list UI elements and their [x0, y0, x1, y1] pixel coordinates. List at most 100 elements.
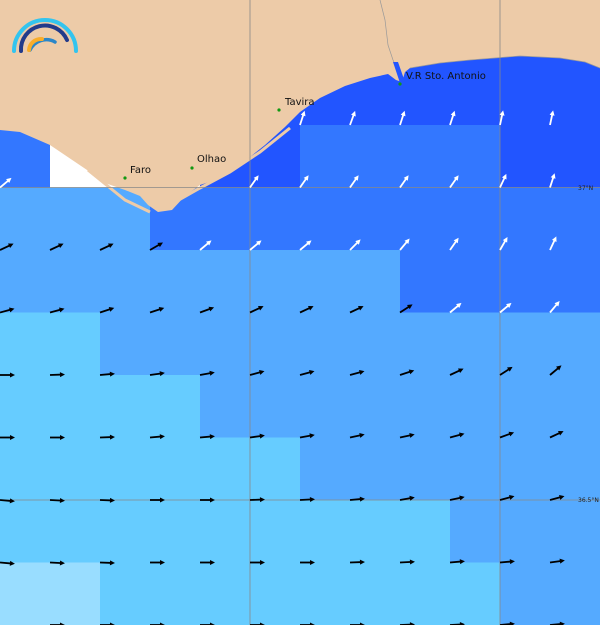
current-cell	[500, 437, 550, 500]
current-arrow	[300, 560, 315, 565]
current-arrow	[50, 435, 65, 440]
current-arrow	[449, 368, 464, 376]
current-arrow	[449, 559, 465, 565]
current-arrow	[249, 175, 259, 189]
current-cell	[550, 437, 600, 500]
current-arrow	[549, 301, 560, 314]
current-cell	[300, 250, 350, 313]
current-arrow	[49, 498, 65, 504]
current-arrow	[99, 371, 115, 377]
current-cell	[500, 500, 550, 563]
current-cell	[50, 500, 100, 563]
current-cell	[450, 250, 500, 313]
current-cell	[550, 375, 600, 438]
latitude-label-36-5n: 36.5°N	[578, 497, 599, 504]
current-cell	[400, 125, 450, 188]
current-arrow	[499, 302, 512, 314]
current-cell	[150, 437, 200, 500]
current-arrow	[549, 365, 562, 376]
current-cell	[50, 562, 100, 625]
current-arrow	[399, 495, 415, 501]
current-cell	[0, 375, 50, 438]
current-cell	[200, 375, 250, 438]
current-arrow	[300, 622, 315, 625]
current-cell	[250, 187, 300, 250]
current-arrow	[100, 622, 115, 625]
current-cell	[500, 250, 550, 313]
current-arrow	[0, 560, 15, 566]
current-cell	[200, 312, 250, 375]
current-arrow	[200, 497, 215, 503]
current-arrow	[149, 371, 165, 377]
land	[0, 0, 600, 214]
current-arrow	[399, 175, 409, 189]
current-arrow	[0, 243, 14, 251]
current-cell	[150, 500, 200, 563]
current-arrow	[200, 622, 215, 625]
current-arrow	[399, 304, 413, 314]
current-arrow	[549, 494, 565, 501]
current-cell	[500, 562, 550, 625]
current-cell	[400, 437, 450, 500]
city-label-olhao: Olhao	[197, 154, 226, 165]
current-cell	[250, 250, 300, 313]
current-arrow	[249, 369, 265, 376]
current-arrow	[249, 240, 262, 251]
current-cell	[250, 312, 300, 375]
current-arrow	[449, 495, 465, 501]
current-cell	[400, 62, 450, 125]
current-arrow	[449, 175, 459, 189]
current-arrow	[349, 432, 365, 439]
current-cell	[300, 375, 350, 438]
current-cell	[200, 437, 250, 500]
current-cell	[500, 187, 550, 250]
current-cell	[100, 312, 150, 375]
current-arrow	[349, 175, 359, 189]
current-arrow	[499, 237, 508, 251]
current-arrow	[499, 366, 513, 376]
current-arrow	[49, 243, 64, 251]
current-cell	[550, 62, 600, 125]
city-dot-faro	[123, 176, 127, 180]
current-cell	[150, 250, 200, 313]
current-arrow	[299, 175, 309, 189]
current-cell	[400, 375, 450, 438]
current-cell	[500, 312, 550, 375]
current-cell	[100, 250, 150, 313]
city-label-faro: Faro	[130, 165, 151, 176]
current-arrow	[349, 239, 361, 251]
current-arrow	[0, 498, 15, 504]
current-cell	[350, 312, 400, 375]
cities: Faro Olhao Tavira V.R Sto. Antonio	[123, 71, 486, 180]
current-arrow	[99, 243, 114, 251]
current-cell	[300, 562, 350, 625]
current-cell	[350, 125, 400, 188]
current-cell	[550, 312, 600, 375]
current-arrow	[299, 306, 314, 314]
current-cell	[450, 62, 500, 125]
current-cell	[200, 562, 250, 625]
current-arrow	[199, 240, 212, 251]
current-arrow	[249, 306, 264, 314]
current-cell	[450, 187, 500, 250]
current-arrow	[150, 622, 165, 625]
current-arrow	[499, 110, 505, 126]
current-arrow	[150, 497, 165, 503]
current-arrow	[499, 559, 515, 565]
current-cell	[500, 375, 550, 438]
current-cell	[500, 62, 550, 125]
current-arrow	[199, 370, 215, 376]
current-arrow	[299, 110, 306, 126]
city-label-tavira: Tavira	[284, 97, 315, 108]
current-cell	[50, 375, 100, 438]
current-arrow	[199, 306, 215, 314]
current-arrow	[549, 236, 557, 251]
current-arrow	[49, 307, 65, 314]
current-arrow	[99, 497, 115, 503]
current-arrow	[0, 372, 15, 378]
current-arrow	[549, 173, 556, 188]
current-arrow	[49, 372, 65, 378]
current-cell	[450, 437, 500, 500]
current-arrow	[299, 496, 315, 502]
